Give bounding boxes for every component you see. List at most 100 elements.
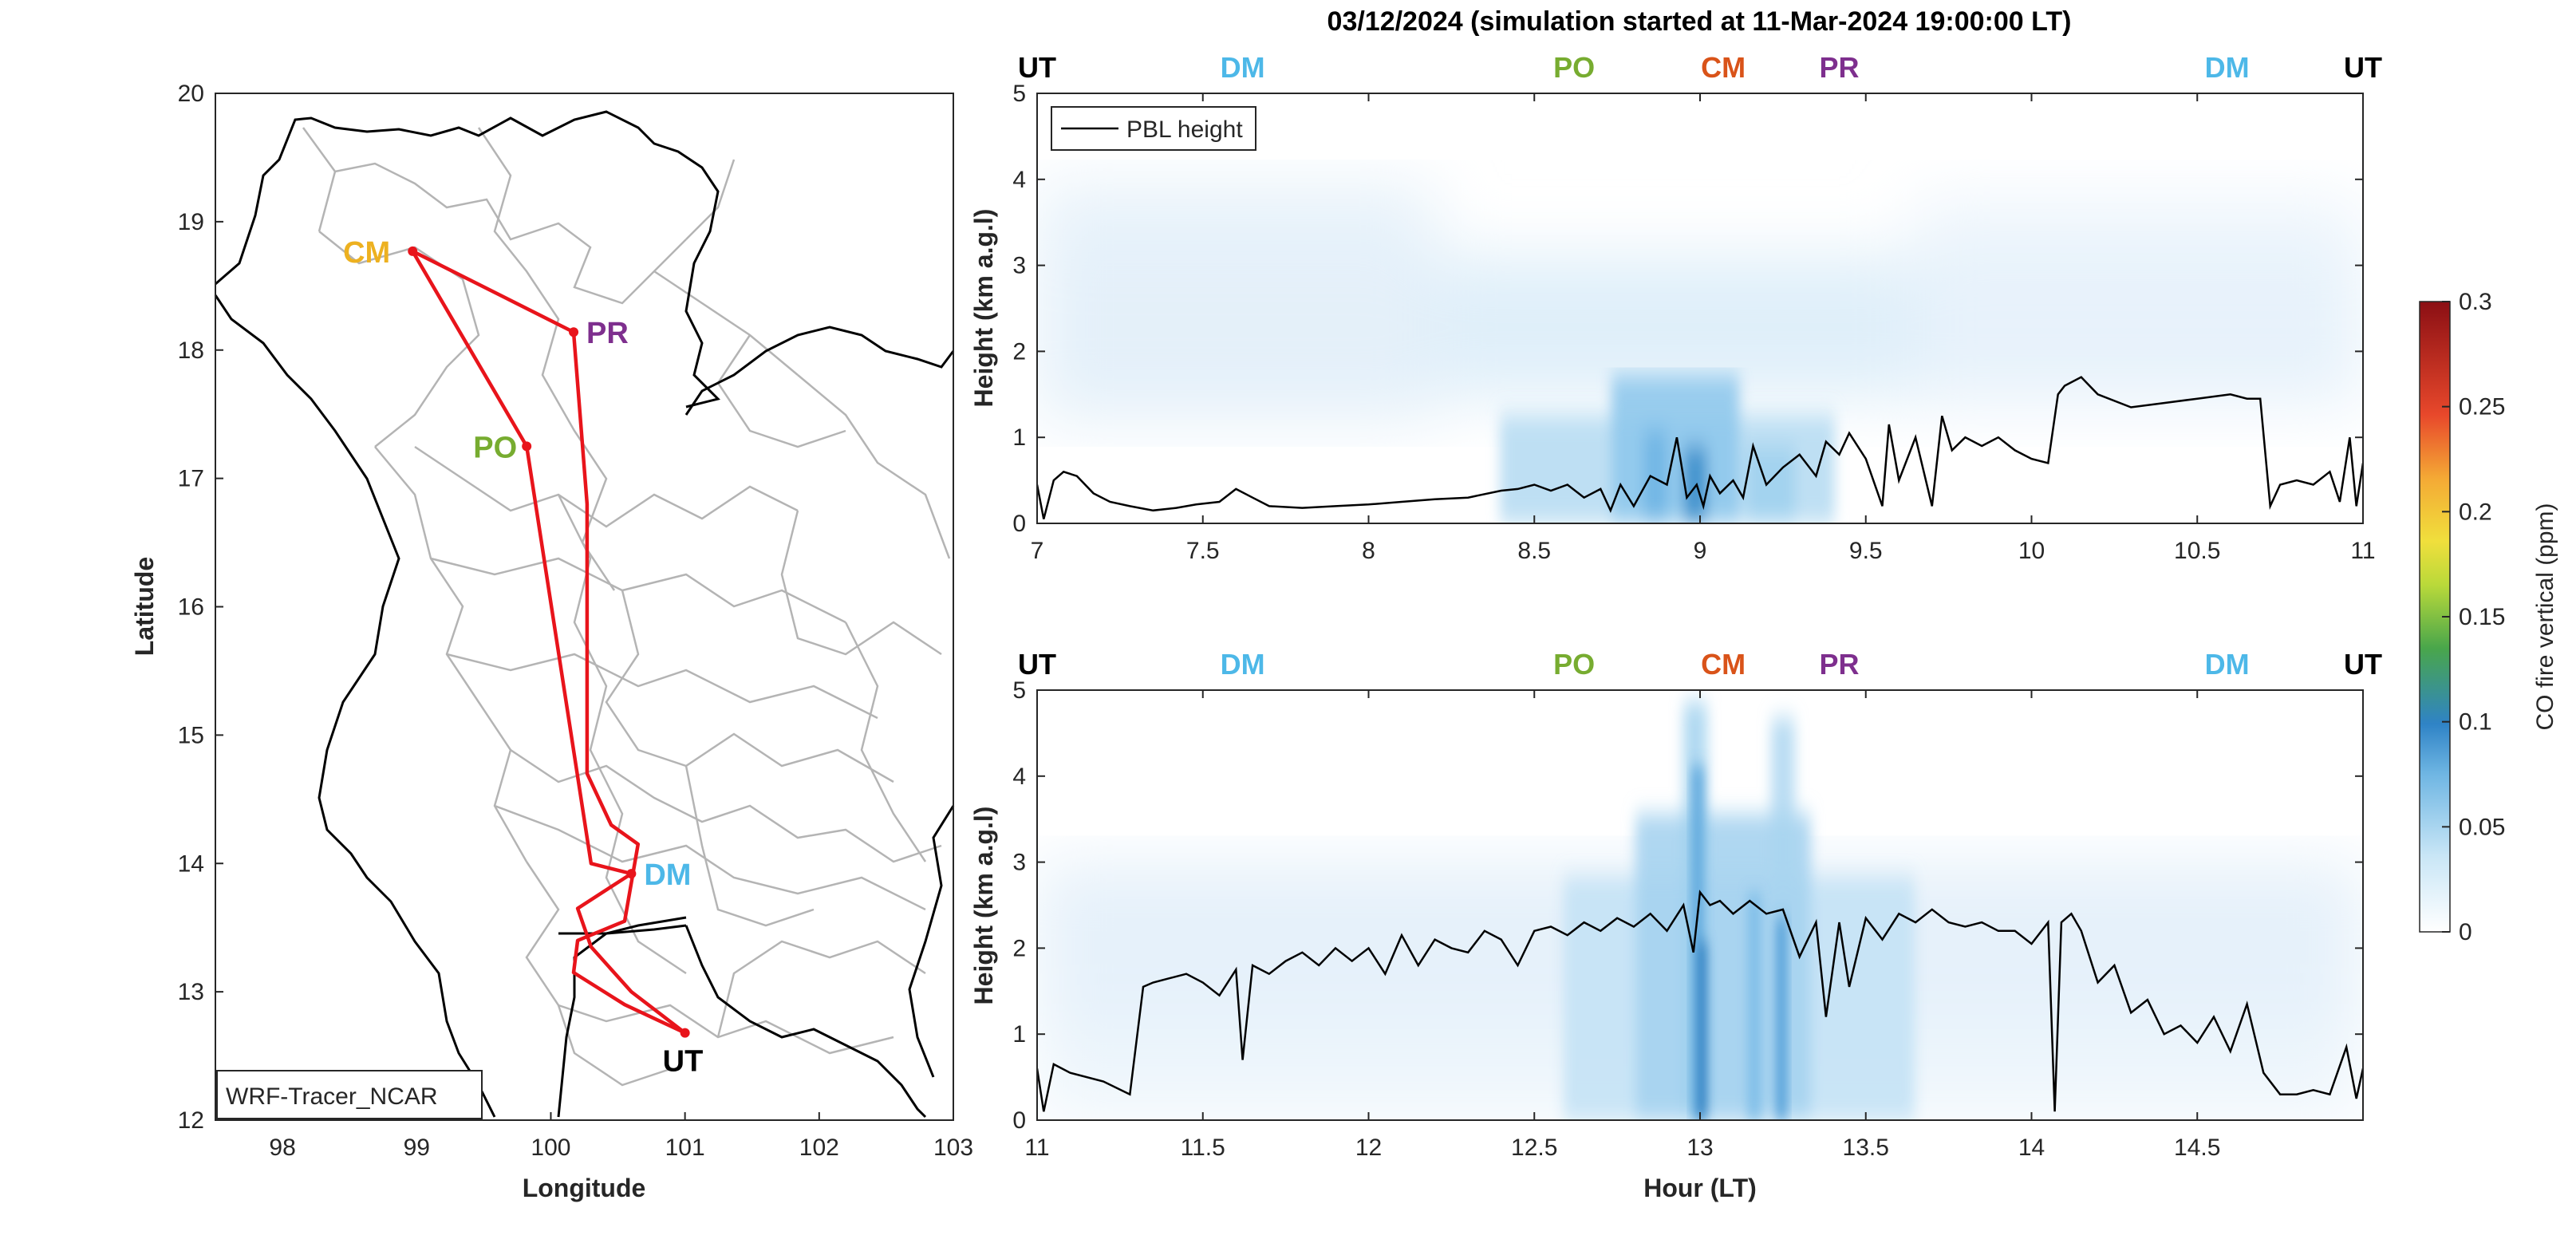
map-x-tick-label: 101 <box>665 1135 705 1161</box>
colorbar-tick-label: 0.05 <box>2459 814 2505 840</box>
colorbar-label: CO fire vertical (ppm) <box>2532 503 2558 730</box>
figure-title: 03/12/2024 (simulation started at 11-Mar… <box>1327 6 2072 37</box>
top-curtain-panel: 7 7.5 8 8.5 9 9.5 10 10.5 11 0 1 2 3 4 5 UT DM PO CM PR DM… <box>969 51 2382 564</box>
bottom-flight-labels: UT DM PO CM PR DM UT <box>1018 648 2382 681</box>
flight-label-po: PO <box>1553 648 1595 681</box>
top-y-label: Height (km a.g.l) <box>969 209 998 408</box>
map-y-label: Latitude <box>130 557 159 656</box>
bottom-x-tick-labels: 11 11.5 12 12.5 13 13.5 14 14.5 <box>1024 1135 2220 1161</box>
colorbar-ticks: 0 0.05 0.1 0.15 0.2 0.25 0.3 <box>2442 289 2505 945</box>
flight-label-cm: CM <box>1701 648 1746 681</box>
country-border <box>214 110 955 1119</box>
bottom-y-label: Height (km a.g.l) <box>969 807 998 1005</box>
y-tick-label: 1 <box>1012 424 1026 451</box>
x-tick-label: 9 <box>1694 538 1707 564</box>
x-tick-label: 8.5 <box>1517 538 1551 564</box>
bottom-y-tick-labels: 0 1 2 3 4 5 <box>1012 677 1026 1134</box>
x-tick-label: 12.5 <box>1511 1135 1557 1161</box>
x-tick-label: 7 <box>1031 538 1044 564</box>
top-y-tick-labels: 0 1 2 3 4 5 <box>1012 81 1026 537</box>
x-tick-label: 11 <box>1024 1135 1049 1161</box>
site-label-ut: UT <box>663 1045 704 1079</box>
flight-label-dm: DM <box>2205 51 2250 84</box>
x-tick-label: 8 <box>1362 538 1375 564</box>
x-tick-label: 11 <box>2350 538 2375 564</box>
flight-label-ut: UT <box>2344 51 2382 84</box>
site-label-cm: CM <box>343 236 390 270</box>
bottom-x-label: Hour (LT) <box>1643 1174 1757 1202</box>
model-legend-label: WRF-Tracer_NCAR <box>226 1083 438 1110</box>
map-y-tick-label: 20 <box>178 81 204 107</box>
bottom-pbl-line <box>1037 890 2363 1112</box>
y-tick-label: 0 <box>1012 1107 1026 1134</box>
x-tick-label: 14 <box>2018 1135 2045 1161</box>
y-tick-label: 5 <box>1012 677 1026 704</box>
map-y-tick-label: 14 <box>178 850 204 877</box>
top-axes-box <box>1036 93 2364 524</box>
site-marker-ut <box>680 1028 690 1038</box>
flight-route <box>410 249 686 1035</box>
flight-label-dm: DM <box>2205 648 2250 681</box>
map-x-tick-label: 102 <box>799 1135 839 1161</box>
site-markers: CM PR PO DM UT <box>343 236 703 1079</box>
y-tick-label: 0 <box>1012 511 1026 537</box>
flight-label-pr: PR <box>1820 51 1860 84</box>
site-marker-pr <box>569 327 579 337</box>
x-tick-label: 10 <box>2018 538 2045 564</box>
colorbar-tick-label: 0.3 <box>2459 289 2492 315</box>
top-pbl-line <box>1037 376 2363 519</box>
site-marker-dm <box>626 869 637 879</box>
map-x-ticks: 98 99 100 101 102 103 <box>269 1112 973 1161</box>
pbl-legend-label: PBL height <box>1126 116 1243 143</box>
site-label-dm: DM <box>644 858 691 892</box>
x-tick-label: 13.5 <box>1843 1135 1889 1161</box>
colorbar-tick-label: 0.2 <box>2459 499 2492 525</box>
y-tick-label: 5 <box>1012 81 1026 107</box>
model-legend: WRF-Tracer_NCAR <box>216 1070 483 1119</box>
admin-boundaries <box>302 127 951 1087</box>
x-tick-label: 14.5 <box>2174 1135 2220 1161</box>
top-x-tick-labels: 7 7.5 8 8.5 9 9.5 10 10.5 11 <box>1031 538 2376 564</box>
site-marker-cm <box>408 246 418 256</box>
y-tick-label: 3 <box>1012 850 1026 876</box>
site-marker-po <box>522 441 532 452</box>
flight-label-dm: DM <box>1221 648 1265 681</box>
map-y-tick-label: 13 <box>178 979 204 1005</box>
bottom-heatmap <box>1037 690 2363 1120</box>
map-y-tick-label: 19 <box>178 209 204 235</box>
y-tick-label: 2 <box>1012 935 1026 961</box>
site-label-pr: PR <box>586 317 629 350</box>
map-x-label: Longitude <box>523 1174 646 1202</box>
map-y-tick-label: 17 <box>178 466 204 492</box>
y-tick-label: 2 <box>1012 338 1026 365</box>
map-y-tick-label: 15 <box>178 722 204 748</box>
map-axes-box <box>215 93 954 1121</box>
flight-label-pr: PR <box>1820 648 1860 681</box>
bottom-axes-box <box>1036 689 2364 1121</box>
map-panel: CM PR PO DM UT 98 99 100 101 102 103 12 13 14 15 16 17… <box>130 81 973 1202</box>
map-y-ticks: 12 13 14 15 16 17 18 19 20 <box>178 81 223 1134</box>
colorbar-tick-label: 0 <box>2459 919 2472 945</box>
flight-label-cm: CM <box>1701 51 1746 84</box>
flight-label-ut: UT <box>2344 648 2382 681</box>
route-line <box>410 249 686 1035</box>
map-x-tick-label: 103 <box>933 1135 973 1161</box>
map-x-tick-label: 100 <box>531 1135 570 1161</box>
x-tick-label: 11.5 <box>1181 1135 1225 1161</box>
x-tick-label: 9.5 <box>1849 538 1883 564</box>
y-tick-label: 4 <box>1012 167 1026 193</box>
site-label-po: PO <box>473 431 517 464</box>
flight-label-po: PO <box>1553 51 1595 84</box>
map-y-tick-label: 16 <box>178 594 204 621</box>
colorbar: 0 0.05 0.1 0.15 0.2 0.25 0.3 CO fire vertical … <box>2419 289 2558 945</box>
bottom-ticks <box>1036 689 2363 1121</box>
x-tick-label: 13 <box>1686 1135 1713 1161</box>
map-y-tick-label: 12 <box>178 1107 204 1134</box>
x-tick-label: 7.5 <box>1186 538 1220 564</box>
y-tick-label: 3 <box>1012 253 1026 279</box>
colorbar-tick-label: 0.1 <box>2459 709 2492 736</box>
x-tick-label: 10.5 <box>2174 538 2220 564</box>
map-x-tick-label: 98 <box>269 1135 295 1161</box>
map-y-tick-label: 18 <box>178 337 204 364</box>
